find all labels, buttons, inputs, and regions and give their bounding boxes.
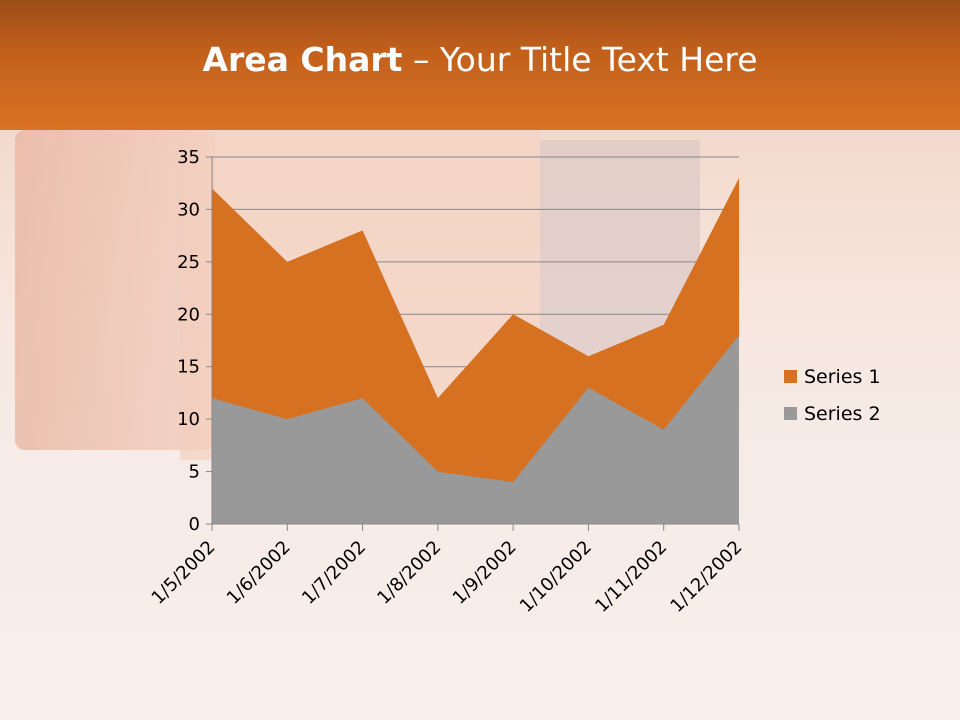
legend: Series 1 Series 2: [784, 358, 881, 432]
legend-swatch: [784, 407, 797, 420]
title-banner: [0, 0, 960, 130]
x-tick-label: 1/5/2002: [148, 537, 220, 609]
title-bold: Area Chart: [202, 40, 403, 79]
legend-item-series1: Series 1: [784, 358, 881, 395]
x-tick-label: 1/12/2002: [666, 537, 746, 617]
x-tick-label: 1/11/2002: [591, 537, 671, 617]
legend-label: Series 2: [804, 402, 881, 425]
title-rest: – Your Title Text Here: [402, 40, 758, 79]
y-tick-label: 25: [177, 252, 200, 273]
legend-swatch: [784, 370, 797, 383]
slide-title: Area Chart – Your Title Text Here: [0, 40, 960, 79]
y-tick-label: 15: [177, 357, 200, 378]
legend-item-series2: Series 2: [784, 395, 881, 432]
x-tick-label: 1/10/2002: [516, 537, 596, 617]
legend-label: Series 1: [804, 365, 881, 388]
y-tick-label: 5: [189, 462, 200, 483]
area-series-2: [212, 335, 739, 524]
x-tick-label: 1/7/2002: [298, 537, 370, 609]
background-pillow-left: [15, 130, 215, 450]
y-tick-label: 35: [177, 147, 200, 168]
x-tick-label: 1/6/2002: [223, 537, 295, 609]
y-tick-label: 0: [189, 514, 200, 535]
x-tick-label: 1/8/2002: [373, 537, 445, 609]
y-tick-label: 20: [177, 304, 200, 325]
y-tick-label: 30: [177, 199, 200, 220]
y-tick-label: 10: [177, 409, 200, 430]
x-tick-label: 1/9/2002: [449, 537, 521, 609]
